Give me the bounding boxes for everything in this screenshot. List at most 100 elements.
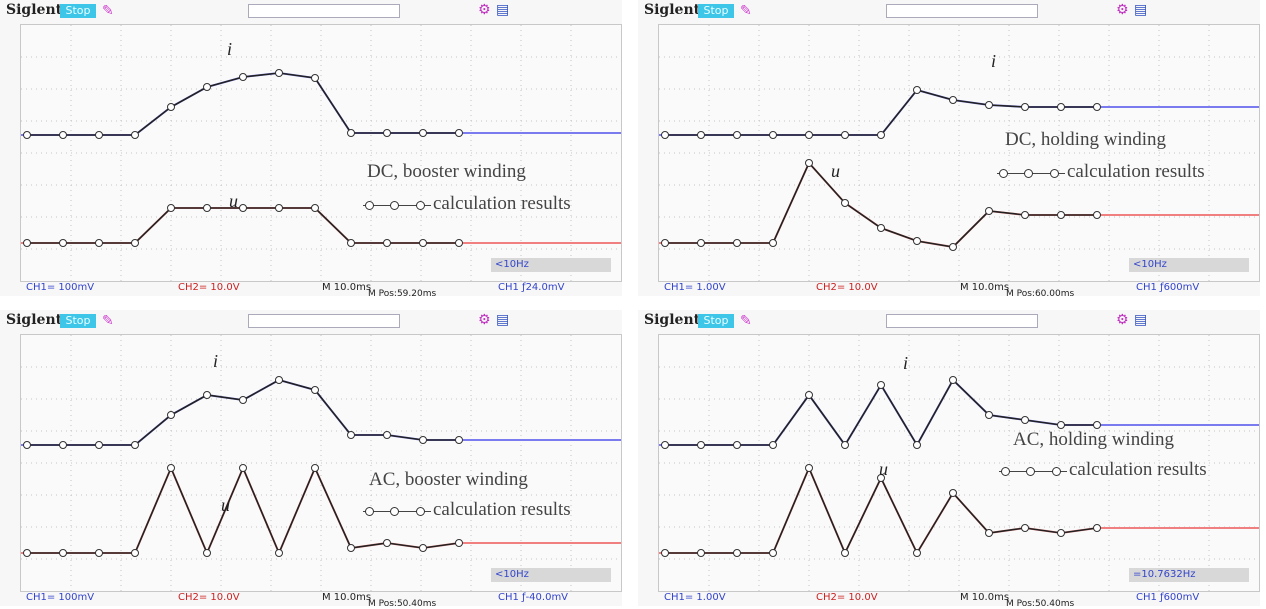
stop-badge: Stop [60, 4, 96, 18]
voltage-calc-point [769, 239, 777, 247]
pen-icon: ✎ [740, 3, 752, 19]
current-calc-point [877, 131, 885, 139]
voltage-calc-point [949, 243, 957, 251]
current-calc-point [913, 86, 921, 94]
legend-label: calculation results [1069, 459, 1207, 480]
current-calc-point [23, 441, 31, 449]
current-calc-point [95, 131, 103, 139]
voltage-calc-point [347, 239, 355, 247]
scope-screen: i u AC, booster winding calculation resu… [20, 334, 622, 592]
current-calc-point [1021, 416, 1029, 424]
current-calc-point [769, 131, 777, 139]
current-calc-point [419, 436, 427, 444]
legend-marker [390, 201, 399, 210]
current-label: i [991, 51, 997, 71]
current-calc-point [769, 441, 777, 449]
current-calc-point [59, 131, 67, 139]
scope-screen: i u DC, holding winding calculation resu… [658, 24, 1260, 282]
scope-panel: Siglent Stop ✎ ⚙ ▤ i u AC, booster windi… [0, 310, 622, 609]
current-calc-point [131, 131, 139, 139]
frequency-readout: <10Hz [1129, 258, 1249, 272]
legend-label: calculation results [433, 193, 571, 214]
status-bar: CH1= 100mV CH2= 10.0V M 10.0ms M Pos:50.… [0, 590, 622, 609]
current-calc-point [805, 391, 813, 399]
stop-badge: Stop [698, 314, 734, 328]
voltage-calc-point [311, 464, 319, 472]
status-bar: CH1= 1.00V CH2= 10.0V M 10.0ms M Pos:50.… [638, 590, 1260, 609]
current-calc-point [455, 129, 463, 137]
current-calc-point [841, 441, 849, 449]
voltage-calc-point [203, 204, 211, 212]
brand-label: Siglent [644, 312, 701, 328]
printer-icon: ▤ [496, 312, 510, 328]
voltage-calc-point [455, 239, 463, 247]
voltage-calc-point [733, 549, 741, 557]
frequency-readout: =10.7632Hz [1129, 568, 1249, 582]
scope-screen: i u AC, holding winding calculation resu… [658, 334, 1260, 592]
status-bar: CH1= 1.00V CH2= 10.0V M 10.0ms M Pos:60.… [638, 280, 1260, 299]
waveform-plot [21, 25, 621, 281]
ch2-scale: CH2= 10.0V [816, 282, 878, 293]
printer-icon: ▤ [496, 2, 510, 18]
printer-icon: ▤ [1134, 312, 1148, 328]
current-calc-point [697, 441, 705, 449]
timebase: M 10.0ms [322, 282, 372, 293]
frequency-readout: <10Hz [491, 258, 611, 272]
current-calc-point [383, 129, 391, 137]
current-calc-point [985, 101, 993, 109]
current-label: i [903, 353, 909, 373]
voltage-calc-point [805, 464, 813, 472]
chart-title: DC, booster winding [367, 161, 526, 182]
voltage-calc-point [805, 159, 813, 167]
timeline-indicator [886, 4, 1038, 18]
waveform-plot [21, 335, 621, 591]
gear-icon: ⚙ [478, 312, 491, 328]
voltage-calc-point [59, 549, 67, 557]
waveform-plot [659, 25, 1259, 281]
legend-label: calculation results [433, 499, 571, 520]
current-calc-point [383, 431, 391, 439]
current-calc-point [347, 129, 355, 137]
chart-title: DC, holding winding [1005, 129, 1166, 150]
printer-icon: ▤ [1134, 2, 1148, 18]
voltage-calc-point [59, 239, 67, 247]
voltage-calc-point [383, 539, 391, 547]
current-calc-point [949, 96, 957, 104]
gear-icon: ⚙ [478, 2, 491, 18]
current-calc-point [1093, 103, 1101, 111]
current-calc-point [311, 386, 319, 394]
voltage-calc-point [167, 204, 175, 212]
voltage-calc-point [419, 544, 427, 552]
current-calc-point [23, 131, 31, 139]
voltage-calc-point [23, 239, 31, 247]
voltage-calc-point [877, 224, 885, 232]
chart-title: AC, booster winding [369, 469, 528, 490]
voltage-calc-point [23, 549, 31, 557]
current-measured-trace [659, 88, 1259, 136]
timebase: M 10.0ms [322, 592, 372, 603]
gear-icon: ⚙ [1116, 2, 1129, 18]
legend-marker [1052, 467, 1061, 476]
time-position: M Pos:50.40ms [1006, 599, 1075, 609]
current-calc-point [913, 441, 921, 449]
current-calc-point [661, 131, 669, 139]
legend-marker [1026, 467, 1035, 476]
current-calc-point [203, 83, 211, 91]
ch1-scale: CH1= 100mV [26, 282, 95, 293]
voltage-calc-point [949, 489, 957, 497]
voltage-calc-point [311, 204, 319, 212]
timebase: M 10.0ms [960, 282, 1010, 293]
voltage-calc-point [985, 207, 993, 215]
scope-screen: i u DC, booster winding calculation resu… [20, 24, 622, 282]
voltage-calc-point [131, 549, 139, 557]
voltage-label: u [229, 191, 238, 211]
voltage-calc-point [167, 464, 175, 472]
voltage-calc-point [877, 474, 885, 482]
voltage-calc-point [455, 539, 463, 547]
trigger-setting: CH1 ƒ600mV [1136, 282, 1200, 293]
voltage-calc-point [275, 549, 283, 557]
voltage-calc-point [1021, 211, 1029, 219]
current-calc-point [239, 73, 247, 81]
current-calc-point [1057, 103, 1065, 111]
voltage-calc-point [913, 549, 921, 557]
